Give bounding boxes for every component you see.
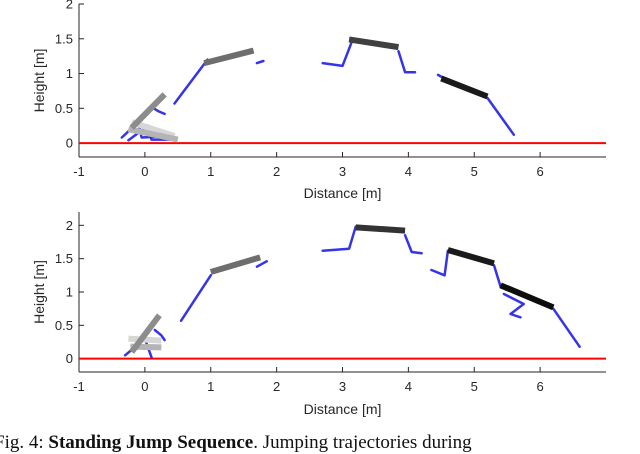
x-tick-label: 5 (471, 164, 478, 179)
x-tick-label: -1 (73, 379, 85, 394)
x-tick-label: 2 (273, 164, 280, 179)
leg-trajectory-line (321, 38, 354, 68)
torso-segment (127, 126, 179, 143)
y-tick-label: 1.5 (55, 251, 73, 266)
x-tick-label: 6 (537, 379, 544, 394)
torso-segment (203, 47, 255, 67)
torso-segment (355, 224, 406, 234)
x-tick-label: 1 (207, 379, 214, 394)
torso-segment (348, 36, 399, 51)
y-tick-label: 0.5 (55, 318, 73, 333)
leg-trajectory-line (321, 225, 357, 252)
x-tick-label: 3 (339, 379, 346, 394)
y-tick-label: 2 (66, 218, 73, 233)
leg-trajectory-line (403, 234, 423, 255)
leg-trajectory-line (153, 328, 166, 342)
x-tick-label: -1 (73, 164, 85, 179)
x-tick-label: 2 (273, 379, 280, 394)
y-tick-label: 0 (66, 136, 73, 151)
x-axis-title: Distance [m] (304, 401, 382, 417)
figure-caption: Fig. 4: Standing Jump Sequence. Jumping … (0, 432, 640, 454)
leg-trajectory-line (179, 274, 213, 322)
leg-trajectory-line (397, 50, 417, 74)
x-tick-label: 4 (405, 164, 412, 179)
y-tick-label: 1.5 (55, 31, 73, 46)
caption-prefix: Fig. 4: (0, 432, 44, 453)
leg-trajectory-line (502, 292, 525, 319)
leg-trajectory-line (486, 96, 516, 136)
torso-segment (129, 92, 167, 130)
y-axis-title: Height [m] (31, 260, 47, 324)
y-tick-label: 1 (66, 285, 73, 300)
x-tick-label: 0 (141, 379, 148, 394)
x-tick-label: 6 (537, 164, 544, 179)
y-tick-label: 2 (66, 0, 73, 12)
leg-trajectory-line (430, 249, 450, 277)
y-axis-title: Height [m] (31, 49, 47, 113)
torso-segment (447, 247, 495, 267)
y-tick-label: 1 (66, 66, 73, 81)
torso-segment (128, 335, 162, 344)
x-tick-label: 1 (207, 164, 214, 179)
leg-trajectory-line (173, 58, 209, 105)
torso-segment (209, 254, 262, 275)
leg-trajectory-line (255, 59, 265, 65)
torso-segment (129, 313, 162, 354)
caption-title: Standing Jump Sequence (48, 432, 254, 453)
y-tick-label: 0.5 (55, 101, 73, 116)
torso-segment (440, 75, 489, 100)
x-tick-label: 3 (339, 164, 346, 179)
y-tick-label: 0 (66, 351, 73, 366)
x-tick-label: 5 (471, 379, 478, 394)
torso-segment (499, 282, 555, 311)
x-axis-title: Distance [m] (304, 185, 382, 201)
x-tick-label: 0 (141, 164, 148, 179)
caption-text: . Jumping trajectories during (253, 432, 472, 453)
x-tick-label: 4 (405, 379, 412, 394)
leg-trajectory-line (552, 307, 581, 348)
leg-trajectory-line (255, 260, 268, 268)
